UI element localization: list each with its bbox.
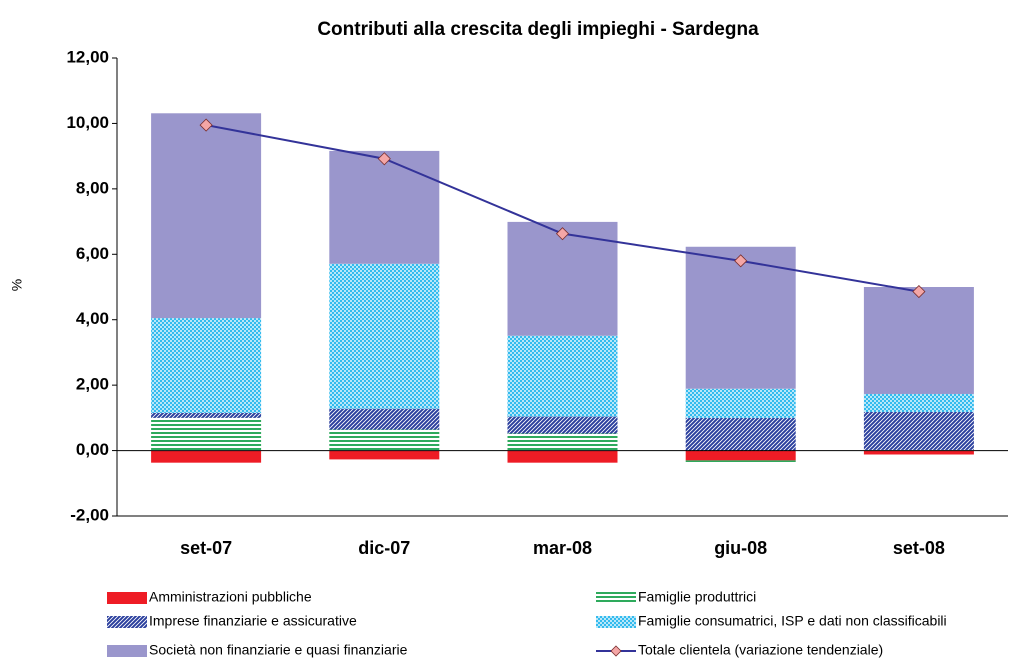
line-marker [555,227,570,241]
bar-segment [507,335,618,417]
legend-swatch [107,616,147,628]
bar-segment [685,388,796,418]
bar-segment [151,113,262,319]
legend-swatch [107,592,147,604]
x-tick-label: mar-08 [533,538,592,558]
legend-label: Famiglie consumatrici, ISP e dati non cl… [638,613,947,629]
line-marker [377,152,391,166]
y-tick-label: 12,00 [66,47,109,66]
y-tick-label: 8,00 [76,178,109,197]
bar-segment [329,263,440,409]
y-axis-label: % [9,279,25,291]
x-tick-label: giu-08 [714,538,767,558]
bar-segment [507,450,618,463]
bar-segment [507,221,618,336]
y-tick-label: 6,00 [76,244,109,263]
bar-segment [151,318,262,413]
chart-title: Contributi alla crescita degli impieghi … [317,19,759,40]
bar-segment [507,416,618,434]
bar-segment [863,450,974,455]
bar-segment [863,411,974,450]
line-marker [912,285,926,299]
bar-segment [685,417,796,451]
bar-segment [329,150,440,264]
x-tick-label: set-08 [893,538,945,558]
y-tick-label: 4,00 [76,309,109,328]
line-marker [734,254,748,268]
bar-segment [685,450,796,461]
bar-segment [151,417,262,451]
legend-swatch [107,645,147,657]
legend-label: Amministrazioni pubbliche [149,589,312,605]
bar-segment [329,450,440,460]
line-marker [199,118,213,132]
x-tick-label: set-07 [180,538,232,558]
bar-segment [507,433,618,451]
legend-label: Imprese finanziarie e assicurative [149,613,357,629]
x-tick-label: dic-07 [358,538,410,558]
legend-swatch [596,616,636,628]
bar-segment [151,412,262,418]
y-tick-label: 10,00 [66,113,109,132]
bar-segment [329,429,440,451]
bar-segment [329,408,440,430]
bar-segment [151,450,262,463]
legend-label: Totale clientela (variazione tendenziale… [638,642,883,658]
y-tick-label: 2,00 [76,375,109,394]
bar-segment [863,287,974,394]
legend-label: Società non finanziarie e quasi finanzia… [149,642,408,658]
bar-segment [863,393,974,412]
bar-segment [685,246,796,389]
legend-label: Famiglie produttrici [638,589,756,605]
bar-segment [685,460,796,464]
y-tick-label: -2,00 [70,505,109,524]
y-tick-label: 0,00 [76,440,109,459]
legend-swatch [596,592,636,604]
legend-swatch [610,645,622,657]
